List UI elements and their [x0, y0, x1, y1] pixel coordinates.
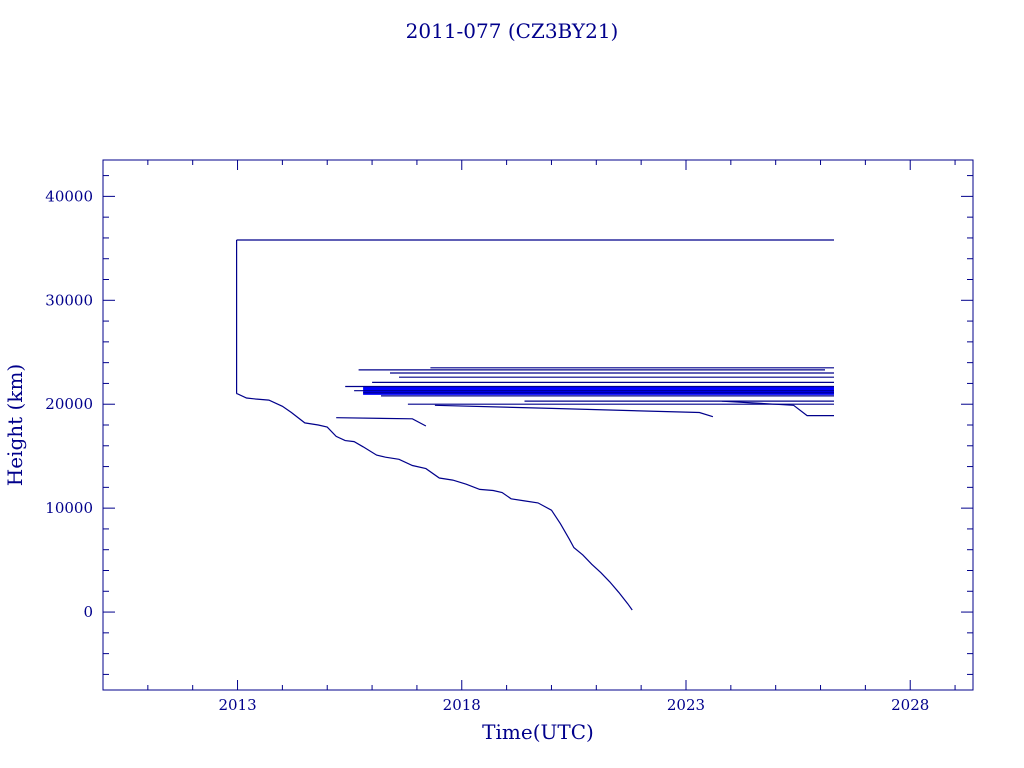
- axis-tick-labels: 2013 2018 2023 2028 0 10000 20000 30000 40000: [45, 187, 929, 714]
- y-tick-label: 30000: [45, 291, 93, 309]
- axis-ticks: [102, 160, 973, 690]
- series-line: [336, 417, 427, 427]
- y-tick-label: 40000: [45, 187, 93, 205]
- y-tick-label: 10000: [45, 499, 93, 517]
- x-tick-label: 2028: [891, 696, 929, 714]
- x-tick-label: 2013: [218, 696, 256, 714]
- series-line: [434, 404, 714, 418]
- series-line: [721, 400, 834, 417]
- x-tick-label: 2023: [667, 696, 705, 714]
- chart-title: 2011-077 (CZ3BY21): [406, 19, 619, 43]
- x-tick-label: 2018: [443, 696, 481, 714]
- y-tick-label: 20000: [45, 395, 93, 413]
- y-axis-label: Height (km): [3, 364, 27, 486]
- x-axis-label: Time(UTC): [482, 720, 594, 744]
- series-line: [236, 393, 633, 611]
- y-tick-label: 0: [83, 603, 93, 621]
- data-series: [236, 239, 834, 611]
